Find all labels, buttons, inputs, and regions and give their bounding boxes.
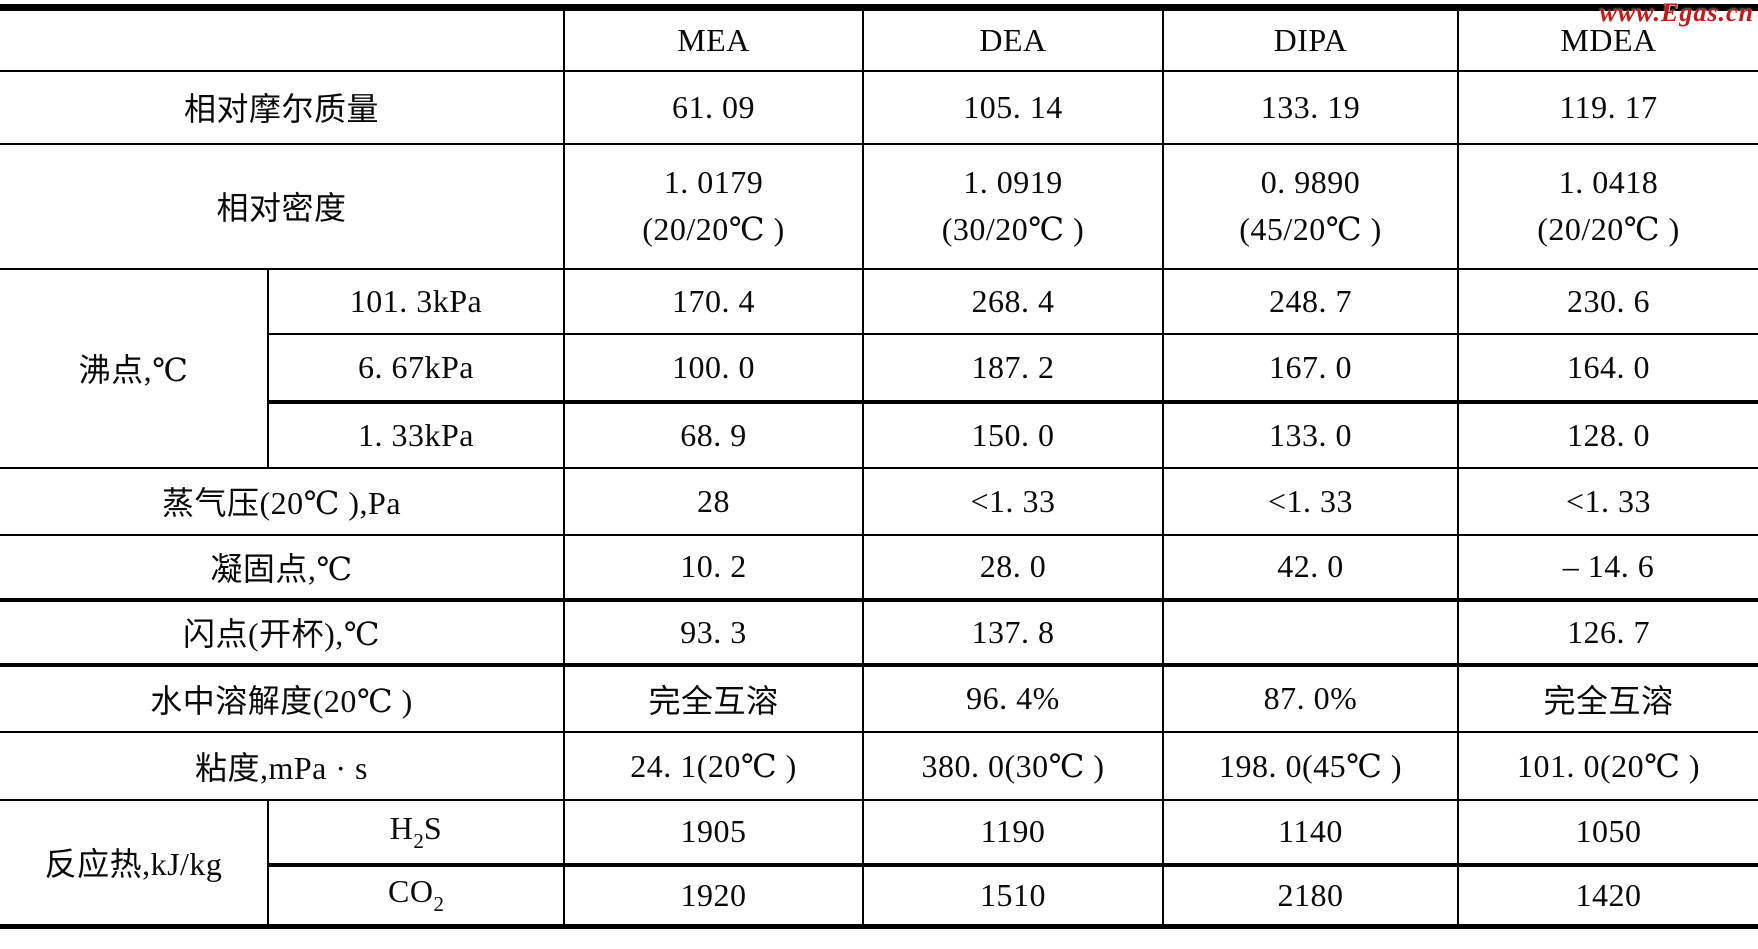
cell-freeze-dea: 28. 0 (862, 533, 1164, 602)
cell-visc-dipa: 198. 0(45℃ ) (1162, 730, 1459, 801)
cell-h2s-dipa: 1140 (1162, 798, 1459, 867)
density-condition: (30/20℃ ) (941, 211, 1085, 247)
cell-h2s-dea: 1190 (862, 798, 1164, 867)
formula-base: CO (388, 873, 434, 910)
column-header-mea: MEA (563, 6, 864, 72)
header-row: MEA DEA DIPA MDEA (0, 6, 1758, 72)
density-value: 1. 0179 (663, 164, 764, 200)
cell-h2s-mdea: 1050 (1457, 798, 1758, 867)
cell-bp133-dipa: 133. 0 (1162, 400, 1459, 469)
cell-visc-dea: 380. 0(30℃ ) (862, 730, 1164, 801)
cell-flash-dea: 137. 8 (862, 598, 1164, 667)
cell-bp101-dipa: 248. 7 (1162, 267, 1459, 335)
row-label-viscosity: 粘度,mPa · s (0, 730, 565, 801)
row-density: 相对密度 1. 0179 (20/20℃ ) 1. 0919 (30/20℃ )… (0, 142, 1758, 270)
cell-vapor-dea: <1. 33 (862, 466, 1164, 536)
row-flash-point: 闪点(开杯),℃ 93. 3 137. 8 126. 7 (0, 598, 1758, 667)
cell-solub-dea: 96. 4% (862, 663, 1164, 733)
cell-co2-dea: 1510 (862, 863, 1164, 928)
cell-solub-mea: 完全互溶 (563, 663, 864, 733)
cell-bp667-dipa: 167. 0 (1162, 332, 1459, 404)
row-sublabel-6-67kpa: 6. 67kPa (267, 332, 565, 404)
row-label-density: 相对密度 (0, 142, 565, 270)
density-condition: (45/20℃ ) (1239, 211, 1382, 247)
row-reaction-heat-h2s: 反应热,kJ/kg H2S 1905 1190 1140 1050 (0, 798, 1758, 929)
formula-base: H (389, 809, 414, 846)
row-sublabel-1-33kpa: 1. 33kPa (267, 400, 565, 469)
cell-bp667-mdea: 164. 0 (1457, 332, 1758, 404)
cell-density-mdea: 1. 0418 (20/20℃ ) (1457, 142, 1758, 270)
density-value: 0. 9890 (1260, 164, 1361, 200)
cell-bp667-dea: 187. 2 (862, 332, 1164, 404)
cell-density-mea: 1. 0179 (20/20℃ ) (563, 142, 864, 270)
density-condition: (20/20℃ ) (642, 211, 785, 247)
header-empty-cell (0, 6, 565, 72)
row-label-molar-mass: 相对摩尔质量 (0, 69, 565, 145)
cell-vapor-mea: 28 (563, 466, 864, 536)
formula-suffix: S (423, 809, 443, 846)
cell-molar-mass-dipa: 133. 19 (1162, 69, 1459, 145)
cell-vapor-dipa: <1. 33 (1162, 466, 1459, 536)
cell-vapor-mdea: <1. 33 (1457, 466, 1758, 536)
cell-flash-mdea: 126. 7 (1457, 598, 1758, 667)
row-sublabel-h2s: H2S (267, 798, 565, 867)
formula-subscript: 2 (433, 892, 444, 917)
cell-density-dea: 1. 0919 (30/20℃ ) (862, 142, 1164, 270)
cell-bp667-mea: 100. 0 (563, 332, 864, 404)
cell-solub-mdea: 完全互溶 (1457, 663, 1758, 733)
formula-subscript: 2 (413, 828, 424, 853)
cell-co2-mea: 1920 (563, 863, 864, 928)
cell-molar-mass-mdea: 119. 17 (1457, 69, 1758, 145)
row-solubility: 水中溶解度(20℃ ) 完全互溶 96. 4% 87. 0% 完全互溶 (0, 663, 1758, 733)
cell-molar-mass-mea: 61. 09 (563, 69, 864, 145)
row-freezing-point: 凝固点,℃ 10. 2 28. 0 42. 0 – 14. 6 (0, 533, 1758, 602)
row-boiling-point-6-67kpa: 6. 67kPa 100. 0 187. 2 167. 0 164. 0 (0, 332, 1758, 404)
cell-solub-dipa: 87. 0% (1162, 663, 1459, 733)
density-value: 1. 0418 (1558, 164, 1659, 200)
watermark-egas: www.Egas.cn (1599, 0, 1754, 27)
row-sublabel-co2: CO2 (267, 863, 565, 928)
row-label-freezing-point: 凝固点,℃ (0, 533, 565, 602)
cell-freeze-dipa: 42. 0 (1162, 533, 1459, 602)
cell-flash-mea: 93. 3 (563, 598, 864, 667)
cell-co2-mdea: 1420 (1457, 863, 1758, 928)
row-molar-mass: 相对摩尔质量 61. 09 105. 14 133. 19 119. 17 (0, 69, 1758, 145)
row-reaction-heat-co2: CO2 1920 1510 2180 1420 (0, 863, 1758, 928)
cell-h2s-mea: 1905 (563, 798, 864, 867)
column-header-dea: DEA (862, 6, 1164, 72)
cell-visc-mdea: 101. 0(20℃ ) (1457, 730, 1758, 801)
row-label-vapor-pressure: 蒸气压(20℃ ),Pa (0, 466, 565, 536)
column-header-mdea: MDEA (1457, 6, 1758, 72)
row-label-reaction-heat: 反应热,kJ/kg (0, 798, 269, 929)
cell-bp133-mea: 68. 9 (563, 400, 864, 469)
row-sublabel-101kpa: 101. 3kPa (267, 267, 565, 335)
cell-freeze-mdea: – 14. 6 (1457, 533, 1758, 602)
cell-bp133-mdea: 128. 0 (1457, 400, 1758, 469)
row-label-solubility: 水中溶解度(20℃ ) (0, 663, 565, 733)
cell-co2-dipa: 2180 (1162, 863, 1459, 928)
cell-molar-mass-dea: 105. 14 (862, 69, 1164, 145)
cell-flash-dipa (1162, 598, 1459, 667)
row-viscosity: 粘度,mPa · s 24. 1(20℃ ) 380. 0(30℃ ) 198.… (0, 730, 1758, 801)
properties-table: MEA DEA DIPA MDEA 相对摩尔质量 61. 09 105. 14 … (0, 4, 1758, 929)
cell-bp101-mea: 170. 4 (563, 267, 864, 335)
cell-bp101-dea: 268. 4 (862, 267, 1164, 335)
row-boiling-point-1-33kpa: 1. 33kPa 68. 9 150. 0 133. 0 128. 0 (0, 400, 1758, 469)
cell-density-dipa: 0. 9890 (45/20℃ ) (1162, 142, 1459, 270)
row-boiling-point-101kpa: 沸点,℃ 101. 3kPa 170. 4 268. 4 248. 7 230.… (0, 267, 1758, 469)
column-header-dipa: DIPA (1162, 6, 1459, 72)
cell-bp133-dea: 150. 0 (862, 400, 1164, 469)
cell-visc-mea: 24. 1(20℃ ) (563, 730, 864, 801)
density-condition: (20/20℃ ) (1537, 211, 1680, 247)
cell-freeze-mea: 10. 2 (563, 533, 864, 602)
cell-bp101-mdea: 230. 6 (1457, 267, 1758, 335)
row-label-boiling-point: 沸点,℃ (0, 267, 269, 469)
density-value: 1. 0919 (963, 164, 1063, 200)
row-vapor-pressure: 蒸气压(20℃ ),Pa 28 <1. 33 <1. 33 <1. 33 (0, 466, 1758, 536)
row-label-flash-point: 闪点(开杯),℃ (0, 598, 565, 667)
